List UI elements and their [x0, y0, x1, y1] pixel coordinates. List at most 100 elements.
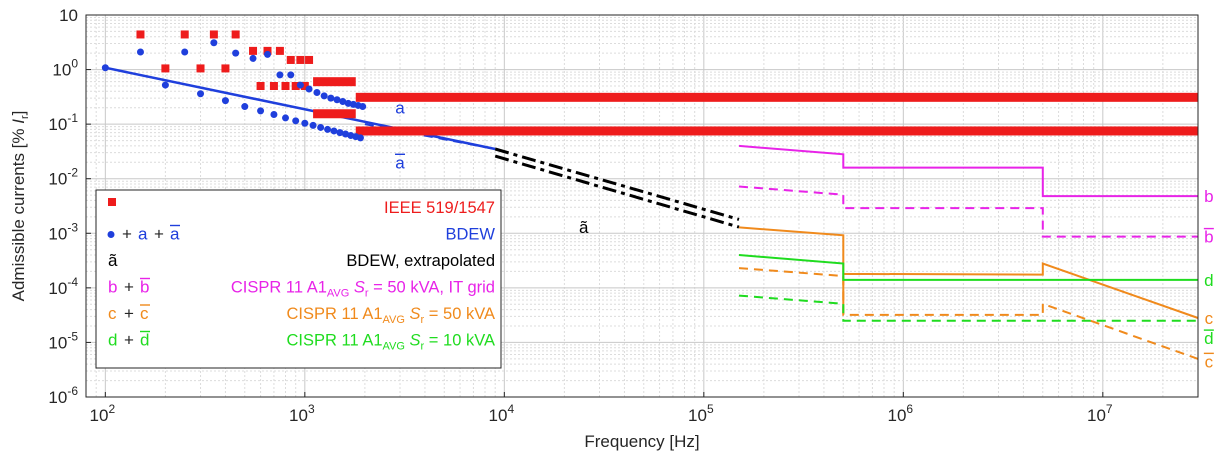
- series-line-d: [738, 254, 1198, 281]
- legend-label: BDEW, extrapolated: [346, 252, 495, 270]
- bdew-point: [333, 96, 341, 104]
- y-tick-label: 10-3: [48, 220, 78, 243]
- bdew-point: [296, 81, 304, 89]
- legend-key-letter: a: [138, 225, 148, 244]
- ieee-point: [196, 64, 205, 73]
- bdew-point: [249, 54, 257, 62]
- legend-key-letter-bar: b: [140, 278, 149, 297]
- x-tick-label: 107: [1087, 402, 1113, 425]
- ieee-point: [249, 46, 258, 55]
- legend-key-letter: c: [108, 304, 117, 323]
- bdew-point: [257, 107, 265, 115]
- series-layer: [105, 66, 1199, 360]
- bdew-point: [339, 97, 347, 105]
- legend: IEEE 519/1547 + a + a BDEW ã BDEW, extrapolated…: [95, 189, 502, 369]
- bdew-point: [161, 81, 169, 89]
- legend-plus: +: [124, 304, 134, 323]
- x-tick-label: 103: [289, 402, 315, 425]
- legend-label: CISPR 11 A1AVG Sr = 50 kVA, IT grid: [231, 279, 495, 300]
- legend-key: [108, 198, 116, 206]
- legend-label: CISPR 11 A1AVG Sr = 50 kVA: [287, 305, 495, 326]
- series-line-d̄: [738, 294, 1198, 322]
- ieee-point: [269, 81, 278, 90]
- bdew-point: [301, 119, 309, 127]
- legend-square-marker: [108, 198, 116, 206]
- legend-label: IEEE 519/1547: [384, 199, 495, 217]
- bdew-point: [327, 94, 335, 102]
- legend-plus: +: [154, 225, 164, 244]
- bdew-point: [210, 39, 218, 47]
- bdew-point: [342, 130, 350, 138]
- legend-label: BDEW: [446, 226, 496, 244]
- annotation-a: a: [395, 153, 405, 172]
- annotation-b: b: [1204, 187, 1213, 206]
- legend-plus: +: [124, 331, 134, 350]
- legend-key-letter-bar: a: [170, 225, 180, 244]
- ieee-point: [221, 64, 230, 73]
- bdew-point: [241, 103, 249, 111]
- x-tick-label: 104: [489, 402, 515, 425]
- bdew-point: [356, 134, 364, 142]
- legend-key: d + d: [108, 331, 150, 350]
- annotation-c: c: [1205, 309, 1214, 328]
- ieee-point: [231, 30, 240, 39]
- bdew-point: [101, 64, 109, 72]
- bdew-point: [305, 85, 313, 93]
- legend-key: c + c: [108, 304, 150, 323]
- annotation-a: a: [395, 99, 405, 118]
- bdew-point: [197, 90, 205, 98]
- annotation-b: b: [1204, 228, 1213, 247]
- ieee-point: [209, 30, 218, 39]
- bdew-point: [330, 127, 338, 135]
- bdew-point: [264, 50, 272, 58]
- legend-key: + a + a: [107, 225, 180, 244]
- bdew-point: [287, 71, 295, 79]
- bdew-point: [276, 71, 284, 79]
- ieee-limit-bar: [313, 109, 356, 119]
- series-line-a: [105, 66, 496, 151]
- annotation-ã: ã: [579, 218, 589, 237]
- x-tick-label: 106: [888, 402, 914, 425]
- ieee-point: [291, 81, 300, 90]
- ieee-point: [300, 81, 309, 90]
- legend-key: ã: [108, 251, 118, 270]
- ieee-point: [161, 64, 170, 73]
- x-tick-label: 102: [90, 402, 116, 425]
- bdew-point: [313, 89, 321, 97]
- legend-plus: +: [124, 278, 134, 297]
- ieee-point: [180, 30, 189, 39]
- y-tick-label: 10-1: [48, 111, 78, 134]
- ieee-point: [286, 55, 295, 64]
- y-tick-label: 10-6: [48, 384, 78, 407]
- ieee-point: [136, 30, 145, 39]
- ieee-limit-bar: [355, 126, 1198, 136]
- y-tick-label: 100: [52, 57, 78, 80]
- ieee-point: [275, 46, 284, 55]
- bdew-point: [324, 125, 332, 133]
- ieee-limit-bar: [355, 92, 1198, 102]
- series-line-b: [738, 144, 1198, 198]
- series-line-c̄: [738, 267, 1199, 360]
- ieee-limit-bar: [313, 77, 356, 87]
- legend-box: [95, 189, 502, 369]
- legend-dot-marker: [107, 231, 115, 238]
- bdew-point: [336, 129, 344, 137]
- legend-plus: +: [122, 225, 132, 244]
- bdew-point: [281, 114, 289, 122]
- legend-key: b + b: [108, 278, 150, 297]
- ieee-point: [305, 55, 314, 64]
- legend-key-letter: d: [108, 331, 117, 350]
- bdew-point: [317, 123, 325, 131]
- legend-key-letter-bar: d: [140, 331, 149, 350]
- y-axis-label: Admissible currents [% Ir]: [9, 111, 31, 302]
- ieee-point: [281, 81, 290, 90]
- x-axis-label: Frequency [Hz]: [584, 432, 699, 451]
- annotation-d: d: [1204, 329, 1213, 348]
- bdew-point: [221, 97, 229, 105]
- legend-key-letter-bar: c: [140, 304, 149, 323]
- bdew-point: [181, 48, 189, 56]
- x-tick-label: 105: [688, 402, 714, 425]
- marker-layer: [101, 30, 367, 142]
